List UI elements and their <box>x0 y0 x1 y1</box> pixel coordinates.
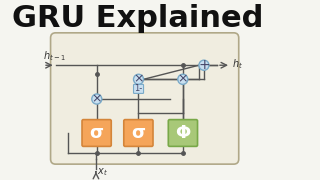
Text: $h_t$: $h_t$ <box>232 57 243 71</box>
FancyBboxPatch shape <box>133 84 144 93</box>
Text: GRU Explained: GRU Explained <box>12 4 263 33</box>
Text: $h_{t-1}$: $h_{t-1}$ <box>43 49 65 63</box>
Text: σ: σ <box>90 124 104 142</box>
FancyBboxPatch shape <box>124 120 153 146</box>
Circle shape <box>92 94 102 104</box>
Text: +: + <box>198 58 210 72</box>
FancyBboxPatch shape <box>82 120 111 146</box>
FancyBboxPatch shape <box>168 120 197 146</box>
Text: ×: × <box>92 93 102 105</box>
Text: $x_t$: $x_t$ <box>97 166 108 178</box>
Circle shape <box>199 60 209 70</box>
Circle shape <box>133 74 144 84</box>
Text: ×: × <box>178 73 188 86</box>
Text: 1-: 1- <box>134 84 143 93</box>
FancyBboxPatch shape <box>51 33 239 164</box>
Circle shape <box>178 74 188 84</box>
Text: σ: σ <box>132 124 145 142</box>
Text: ×: × <box>133 73 144 86</box>
Text: Φ: Φ <box>175 124 190 142</box>
